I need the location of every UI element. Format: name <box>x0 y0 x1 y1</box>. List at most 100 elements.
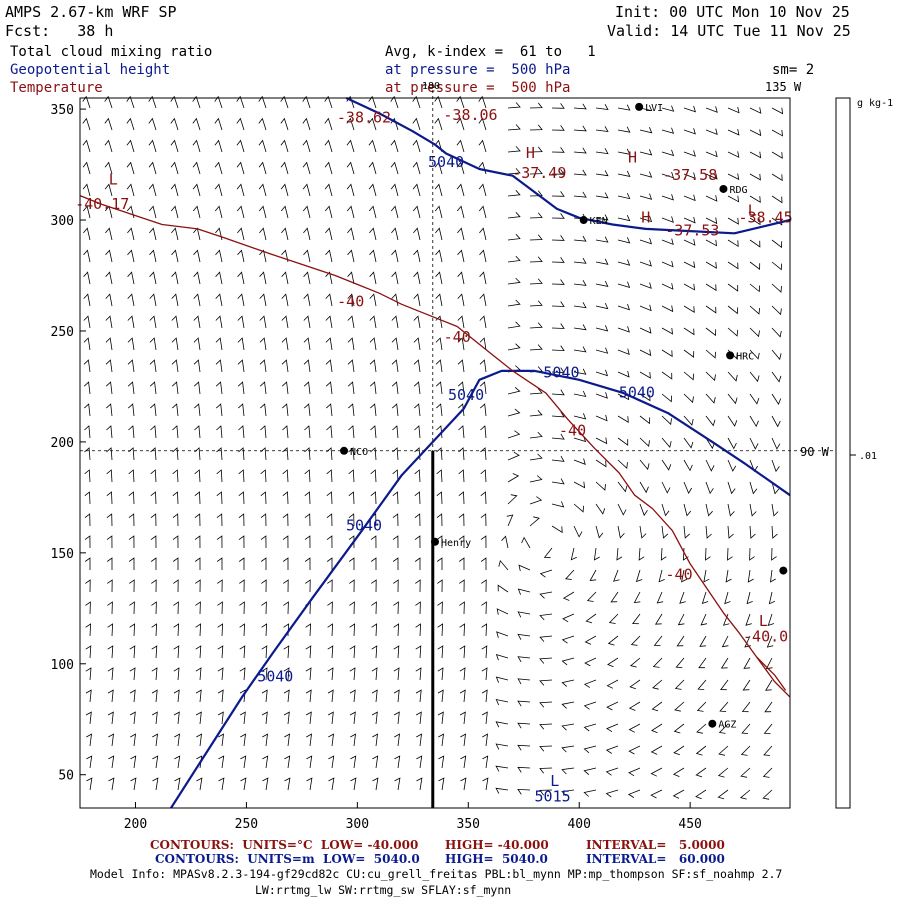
wind-barb <box>696 701 707 712</box>
wind-barb <box>437 711 444 725</box>
wind-barb <box>683 172 696 179</box>
wind-barb <box>435 359 443 373</box>
wind-barb <box>460 733 466 747</box>
wind-barb <box>194 491 201 505</box>
wind-barb <box>86 777 93 791</box>
wind-barb <box>661 459 672 471</box>
wind-barb <box>372 733 378 747</box>
field-cloud-label: Total cloud mixing ratio <box>10 44 213 60</box>
wind-barb <box>573 324 587 331</box>
wind-barb <box>478 139 487 153</box>
wind-barb <box>551 191 565 197</box>
wind-barb <box>195 689 202 703</box>
wind-barb <box>349 689 356 703</box>
wind-barb <box>507 277 521 285</box>
wind-barb <box>370 425 377 439</box>
temperature-contours <box>79 194 791 698</box>
wind-barb <box>196 733 202 747</box>
wind-barb <box>194 425 201 439</box>
wind-barb <box>517 722 531 729</box>
wind-barb <box>106 425 113 439</box>
wind-barb <box>681 569 688 583</box>
wind-barb <box>639 260 652 267</box>
wind-barb <box>216 447 223 461</box>
wind-barb <box>170 183 179 197</box>
wind-barb <box>705 547 711 561</box>
wind-barb <box>617 415 629 423</box>
model-info-2: LW:rrtmg_lw SW:rrtmg_sw SFLAY:sf_mynn <box>255 883 512 897</box>
wind-barb <box>607 657 619 668</box>
wind-barb <box>128 469 135 483</box>
wind-barb <box>459 601 465 615</box>
wind-barb <box>412 117 421 131</box>
wind-barb <box>150 491 157 505</box>
wind-barb <box>727 151 740 158</box>
wind-barb <box>259 337 267 351</box>
wind-barb <box>240 733 246 747</box>
wind-barb <box>661 216 674 223</box>
wind-barb <box>216 425 223 439</box>
wind-barb <box>151 667 158 681</box>
wind-barb <box>551 235 565 241</box>
wind-barb <box>482 755 489 769</box>
wind-barb <box>605 767 619 776</box>
wind-barb <box>595 126 609 132</box>
wind-barb <box>495 653 509 661</box>
wind-barb <box>749 437 759 450</box>
wind-barb <box>727 503 735 517</box>
wind-barb <box>261 711 268 725</box>
wind-barb <box>347 315 355 329</box>
wind-barb <box>617 303 631 311</box>
wind-barb <box>683 105 697 113</box>
wind-barb <box>369 315 377 329</box>
wind-barb <box>346 205 355 219</box>
wind-barb <box>127 337 135 351</box>
wind-barb <box>749 481 758 495</box>
wind-barb <box>683 393 694 404</box>
wind-barb <box>172 557 179 570</box>
wind-barb <box>695 767 707 778</box>
wind-barb <box>661 371 673 380</box>
wind-barb <box>683 216 696 224</box>
wind-barb <box>629 679 641 690</box>
wind-barb <box>391 381 399 395</box>
wind-barb <box>327 667 334 681</box>
wind-barb <box>650 745 663 755</box>
wind-barb <box>498 559 509 571</box>
wind-barb <box>416 755 423 769</box>
wind-barb <box>521 536 531 549</box>
wind-barb <box>435 293 443 307</box>
wind-barb <box>529 234 543 241</box>
wind-barb <box>518 564 531 572</box>
wind-barb <box>414 535 421 549</box>
wind-barb <box>170 139 179 153</box>
wind-barb <box>83 293 91 307</box>
wind-barb <box>650 767 663 777</box>
wind-barb <box>83 337 91 351</box>
wind-barb <box>517 700 531 707</box>
wind-barb <box>617 126 631 133</box>
wind-barb <box>725 569 732 583</box>
wind-barb <box>304 491 311 505</box>
wind-barb <box>368 161 377 175</box>
wind-barb <box>564 569 575 580</box>
wind-barb <box>551 478 565 485</box>
wind-barb <box>705 415 716 427</box>
wind-barb <box>261 579 267 593</box>
wind-barb <box>478 95 487 109</box>
wind-barb <box>763 723 773 734</box>
wind-barb <box>573 458 586 465</box>
wind-barb <box>595 525 604 539</box>
wind-barb <box>635 569 643 583</box>
wind-barb <box>456 161 465 175</box>
wind-barb <box>434 183 443 197</box>
wind-barb <box>324 139 333 153</box>
wind-barb <box>327 623 334 637</box>
wind-barb <box>194 447 201 461</box>
wind-barb <box>683 261 696 269</box>
wind-barb <box>192 139 201 153</box>
low-center-marker: L <box>550 772 559 790</box>
wind-barb <box>458 425 465 439</box>
station-dot <box>708 719 717 728</box>
wind-barb <box>195 579 201 593</box>
